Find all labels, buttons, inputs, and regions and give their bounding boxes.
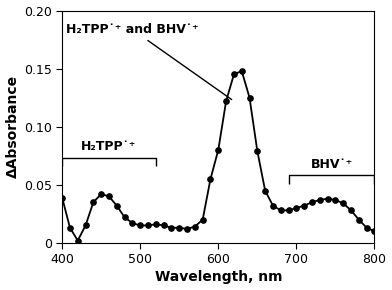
Text: H₂TPP˙⁺ and BHV˙⁺: H₂TPP˙⁺ and BHV˙⁺ xyxy=(66,23,232,99)
Text: BHV˙⁺: BHV˙⁺ xyxy=(310,158,353,171)
X-axis label: Wavelength, nm: Wavelength, nm xyxy=(154,271,282,284)
Y-axis label: ΔAbsorbance: ΔAbsorbance xyxy=(5,75,20,178)
Text: H₂TPP˙⁺: H₂TPP˙⁺ xyxy=(81,140,137,153)
